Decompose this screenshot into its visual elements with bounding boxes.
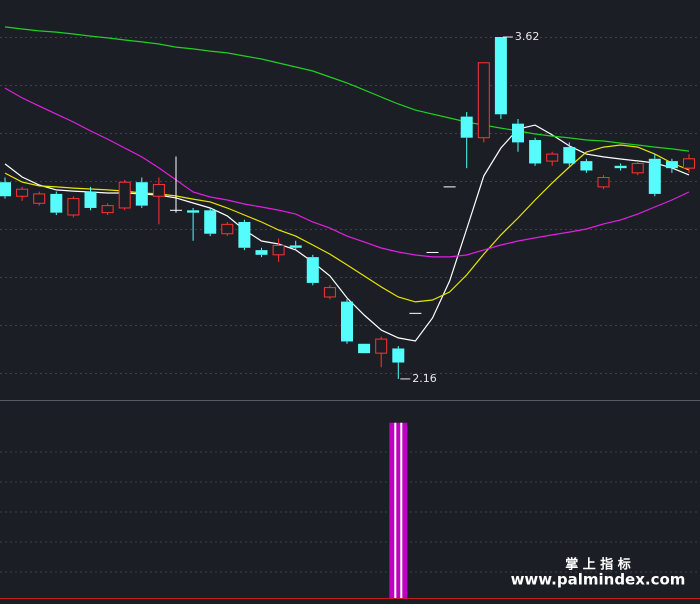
- candle-body: [50, 193, 63, 213]
- moving-average-line: [4, 26, 690, 152]
- candle-body: [529, 140, 542, 164]
- candle-body: [375, 338, 388, 354]
- candle-body: [648, 158, 661, 194]
- candle-body: [135, 182, 148, 206]
- extreme-label: 3.62: [515, 30, 540, 43]
- candle-body: [238, 222, 251, 248]
- candle-body: [152, 184, 165, 197]
- candle-body: [101, 205, 114, 214]
- candle-body: [289, 245, 302, 248]
- candle-body: [84, 191, 97, 208]
- candle-body: [614, 165, 627, 169]
- candle-body: [67, 198, 80, 216]
- candle-body: [392, 348, 405, 363]
- candle-body: [512, 123, 524, 143]
- candle-body: [33, 193, 46, 204]
- indicator-bar: [389, 422, 408, 598]
- candle-body: [683, 158, 695, 169]
- candle-body: [0, 182, 11, 197]
- candle-body: [580, 161, 593, 171]
- moving-average-line: [4, 87, 690, 258]
- candle-body: [221, 223, 234, 235]
- candle-body: [631, 162, 644, 174]
- candle-body: [204, 210, 217, 234]
- candle-body: [358, 343, 371, 354]
- candle-body: [341, 301, 353, 342]
- candle-body: [597, 177, 610, 188]
- extreme-label: 2.16: [412, 372, 437, 385]
- candle-body: [323, 287, 336, 298]
- candle-body: [255, 250, 268, 255]
- candle-body: [306, 257, 319, 283]
- watermark-url: www.palmindex.com: [511, 571, 686, 589]
- candle-body: [494, 37, 507, 115]
- candle-body: [665, 161, 678, 169]
- candle-body: [477, 62, 490, 139]
- candle-body: [546, 153, 559, 162]
- watermark-title: 掌 上 指 标: [565, 557, 631, 573]
- candle-body: [272, 244, 285, 256]
- candle-body: [563, 147, 576, 164]
- candle-body: [187, 210, 200, 213]
- candle-body: [16, 188, 29, 197]
- lower-grid: [0, 451, 700, 573]
- candle-body: [118, 181, 131, 209]
- candle-body: [460, 116, 473, 138]
